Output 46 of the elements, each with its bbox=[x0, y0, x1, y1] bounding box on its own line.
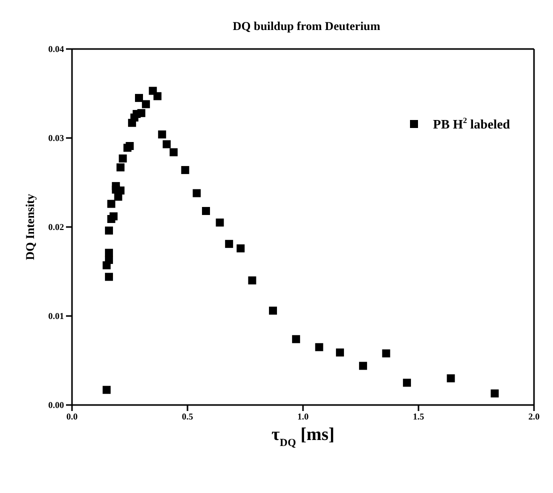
point bbox=[134, 94, 143, 102]
point bbox=[225, 240, 234, 248]
x-tick-label: 1.0 bbox=[297, 411, 310, 422]
point bbox=[359, 362, 368, 370]
point bbox=[292, 335, 300, 344]
point bbox=[110, 212, 118, 220]
point bbox=[162, 140, 171, 148]
x-axis-title: τ$_{DQ}$ [ms] bbox=[272, 424, 334, 449]
chart-title: DQ buildup from Deuterium bbox=[232, 19, 380, 33]
y-tick-label: 0.01 bbox=[48, 311, 64, 322]
x-tick-label: 0.5 bbox=[182, 411, 194, 422]
point bbox=[104, 248, 113, 257]
point bbox=[116, 163, 125, 172]
point bbox=[248, 276, 256, 284]
point bbox=[126, 142, 134, 150]
point bbox=[382, 349, 390, 358]
point bbox=[153, 92, 162, 100]
point bbox=[107, 200, 116, 208]
point bbox=[336, 348, 344, 356]
point bbox=[118, 154, 127, 162]
y-tick-label: 0.02 bbox=[48, 222, 64, 232]
point bbox=[446, 374, 455, 382]
point bbox=[142, 100, 150, 108]
point bbox=[236, 244, 245, 252]
point bbox=[181, 166, 190, 174]
point bbox=[137, 109, 146, 118]
point bbox=[268, 306, 277, 315]
point bbox=[102, 386, 111, 394]
y-tick-label: 0.03 bbox=[48, 133, 64, 144]
point bbox=[402, 378, 411, 387]
point bbox=[158, 130, 166, 138]
x-tick-label: 1.5 bbox=[412, 411, 425, 422]
y-tick-label: 0.00 bbox=[48, 400, 64, 410]
point bbox=[192, 189, 201, 198]
point bbox=[170, 148, 178, 156]
point bbox=[104, 272, 113, 281]
point bbox=[202, 206, 210, 215]
point bbox=[315, 343, 324, 352]
y-tick-label: 0.04 bbox=[48, 44, 64, 54]
legend-label: PB H$^{2}$ labeled bbox=[433, 116, 510, 132]
point bbox=[104, 226, 113, 235]
y-axis-title: DQ Intensity bbox=[23, 194, 37, 260]
x-tick-label: 2.0 bbox=[528, 411, 540, 422]
point bbox=[216, 218, 224, 227]
point bbox=[490, 389, 499, 398]
x-tick-label: 0.0 bbox=[66, 411, 78, 422]
